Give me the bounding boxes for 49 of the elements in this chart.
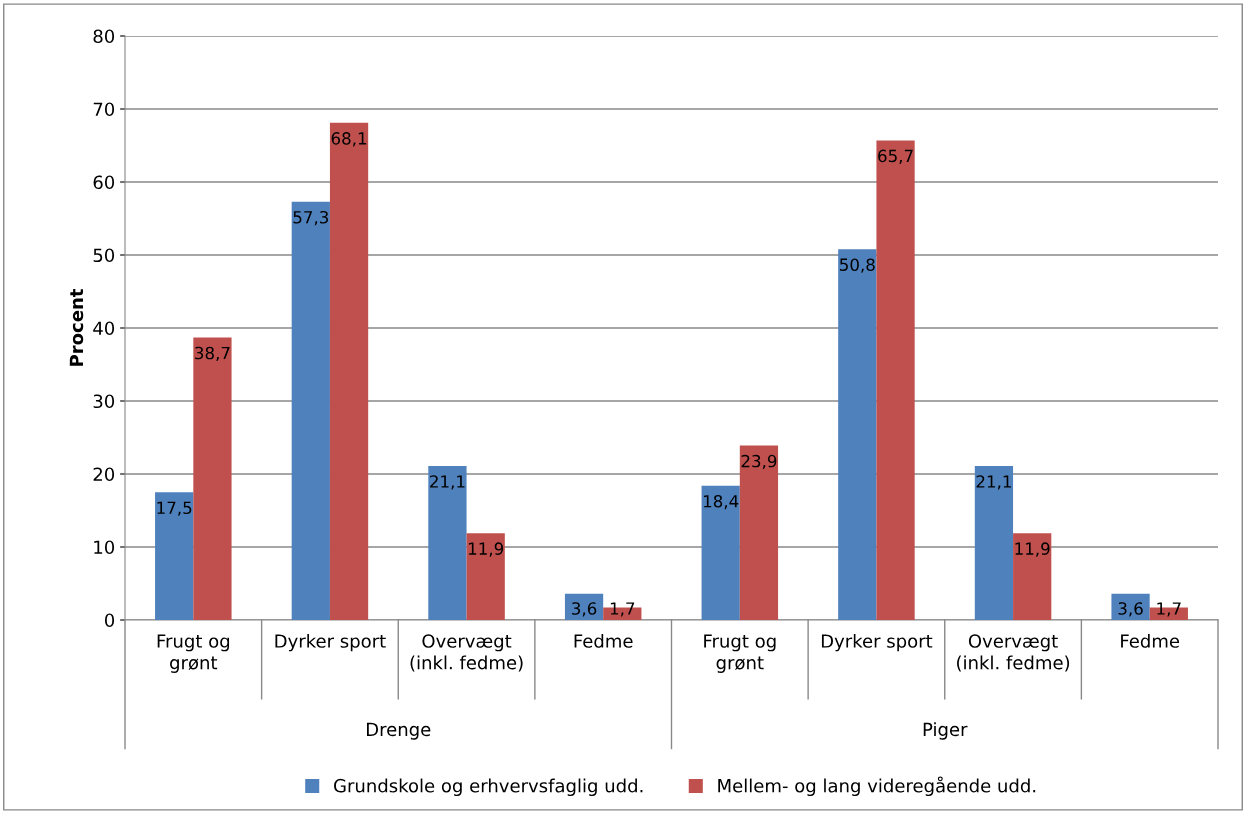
x-tick-label: Fedme	[1121, 633, 1180, 648]
data-label: 11,9	[1015, 542, 1050, 557]
x-tick-label: Frugt og grønt	[157, 634, 230, 673]
bar	[193, 337, 232, 620]
x-tick-label: Fedme	[574, 633, 633, 648]
bar	[838, 249, 877, 620]
legend-label: Mellem- og lang videregående udd.	[718, 776, 1036, 797]
legend-label: Grundskole og erhvervsfaglig udd.	[334, 778, 643, 797]
data-label: 65,7	[878, 149, 913, 164]
bar	[739, 445, 779, 620]
y-tick-label: 70	[93, 102, 115, 117]
bar	[1111, 593, 1150, 620]
bar	[155, 492, 194, 620]
bar	[1013, 533, 1052, 620]
bar	[329, 122, 369, 620]
bar	[876, 140, 915, 620]
bar	[291, 201, 330, 620]
y-axis-title: Procent	[69, 288, 84, 366]
y-tick-label: 20	[93, 467, 115, 482]
bar	[428, 465, 467, 620]
bar	[974, 465, 1014, 620]
x-tick-label: Overvægt (inkl. fedme)	[957, 634, 1070, 672]
data-label: 68,1	[331, 132, 367, 147]
x-tick-label: Dyrker sport	[275, 633, 386, 652]
bar	[466, 533, 505, 620]
data-label: 21,1	[976, 475, 1011, 490]
y-tick-label: 10	[94, 540, 115, 555]
data-label: 38,7	[195, 346, 230, 362]
y-tick-label: 50	[93, 248, 115, 263]
data-label: 11,9	[468, 542, 504, 557]
data-label: 17,5	[157, 501, 192, 516]
y-tick-label: 60	[93, 175, 115, 190]
data-label: 3,6	[1118, 602, 1143, 617]
text: Drenge	[367, 722, 431, 740]
y-tick-label: 30	[93, 394, 115, 409]
bar	[701, 485, 740, 620]
data-label: 23,9	[741, 454, 777, 470]
x-tick-label: Overvægt (inkl. fedme)	[410, 634, 523, 672]
data-label: 50,8	[840, 258, 875, 273]
x-tick-label: Frugt og grønt	[704, 634, 776, 673]
y-tick-label: 0	[104, 613, 115, 628]
data-label: 3,6	[572, 602, 597, 617]
y-tick-label: 40	[93, 321, 115, 336]
data-label: 18,4	[703, 494, 739, 510]
data-label: 57,3	[293, 210, 329, 226]
text: Piger	[923, 722, 968, 740]
y-tick-label: 80	[93, 29, 115, 44]
data-label: 21,1	[430, 475, 465, 490]
x-tick-label: Dyrker sport	[821, 633, 933, 652]
